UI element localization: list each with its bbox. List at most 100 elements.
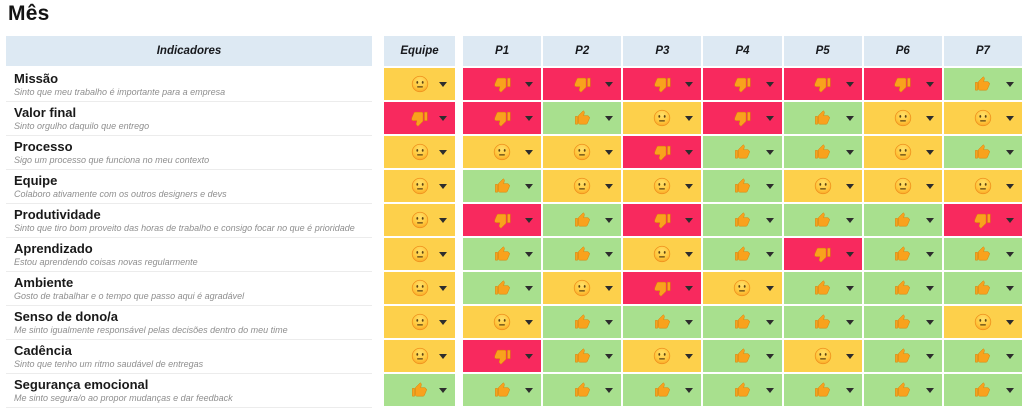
caret-down-icon[interactable] bbox=[605, 252, 614, 257]
caret-down-icon[interactable] bbox=[525, 354, 534, 359]
rating-cell-p7-row3[interactable] bbox=[943, 136, 1022, 170]
rating-cell-team-row5[interactable] bbox=[384, 204, 455, 238]
rating-cell-p5-row5[interactable] bbox=[783, 204, 862, 238]
rating-cell-p2-row5[interactable] bbox=[543, 204, 622, 238]
rating-cell-p1-row4[interactable] bbox=[463, 170, 542, 204]
rating-cell-team-row4[interactable] bbox=[384, 170, 455, 204]
caret-down-icon[interactable] bbox=[605, 388, 614, 393]
caret-down-icon[interactable] bbox=[1006, 388, 1014, 393]
caret-down-icon[interactable] bbox=[685, 388, 694, 393]
caret-down-icon[interactable] bbox=[1006, 218, 1014, 223]
caret-down-icon[interactable] bbox=[765, 150, 774, 155]
caret-down-icon[interactable] bbox=[765, 184, 774, 189]
rating-cell-p5-row1[interactable] bbox=[783, 68, 862, 102]
caret-down-icon[interactable] bbox=[925, 252, 934, 257]
rating-cell-p3-row8[interactable] bbox=[623, 306, 702, 340]
rating-cell-p4-row6[interactable] bbox=[703, 238, 782, 272]
rating-cell-p3-row4[interactable] bbox=[623, 170, 702, 204]
rating-cell-team-row7[interactable] bbox=[384, 272, 455, 306]
rating-cell-p6-row2[interactable] bbox=[863, 102, 942, 136]
caret-down-icon[interactable] bbox=[525, 82, 534, 87]
caret-down-icon[interactable] bbox=[685, 286, 694, 291]
caret-down-icon[interactable] bbox=[525, 218, 534, 223]
rating-cell-p2-row10[interactable] bbox=[543, 374, 622, 408]
caret-down-icon[interactable] bbox=[845, 82, 854, 87]
rating-cell-p3-row1[interactable] bbox=[623, 68, 702, 102]
rating-cell-p5-row9[interactable] bbox=[783, 340, 862, 374]
caret-down-icon[interactable] bbox=[845, 252, 854, 257]
rating-cell-p7-row1[interactable] bbox=[943, 68, 1022, 102]
rating-cell-team-row10[interactable] bbox=[384, 374, 455, 408]
rating-cell-p2-row3[interactable] bbox=[543, 136, 622, 170]
rating-cell-p3-row9[interactable] bbox=[623, 340, 702, 374]
caret-down-icon[interactable] bbox=[439, 116, 447, 121]
rating-cell-p1-row7[interactable] bbox=[463, 272, 542, 306]
caret-down-icon[interactable] bbox=[525, 388, 534, 393]
caret-down-icon[interactable] bbox=[1006, 320, 1014, 325]
rating-cell-p3-row6[interactable] bbox=[623, 238, 702, 272]
caret-down-icon[interactable] bbox=[525, 252, 534, 257]
caret-down-icon[interactable] bbox=[925, 150, 934, 155]
caret-down-icon[interactable] bbox=[1006, 116, 1014, 121]
rating-cell-p5-row4[interactable] bbox=[783, 170, 862, 204]
rating-cell-p6-row8[interactable] bbox=[863, 306, 942, 340]
caret-down-icon[interactable] bbox=[439, 184, 447, 189]
rating-cell-p7-row4[interactable] bbox=[943, 170, 1022, 204]
rating-cell-p2-row8[interactable] bbox=[543, 306, 622, 340]
rating-cell-p4-row9[interactable] bbox=[703, 340, 782, 374]
rating-cell-p6-row4[interactable] bbox=[863, 170, 942, 204]
caret-down-icon[interactable] bbox=[525, 286, 534, 291]
caret-down-icon[interactable] bbox=[439, 320, 447, 325]
caret-down-icon[interactable] bbox=[439, 388, 447, 393]
caret-down-icon[interactable] bbox=[925, 184, 934, 189]
caret-down-icon[interactable] bbox=[765, 286, 774, 291]
rating-cell-p5-row10[interactable] bbox=[783, 374, 862, 408]
caret-down-icon[interactable] bbox=[439, 82, 447, 87]
rating-cell-p2-row2[interactable] bbox=[543, 102, 622, 136]
caret-down-icon[interactable] bbox=[685, 354, 694, 359]
rating-cell-p7-row8[interactable] bbox=[943, 306, 1022, 340]
rating-cell-p4-row4[interactable] bbox=[703, 170, 782, 204]
rating-cell-p1-row9[interactable] bbox=[463, 340, 542, 374]
rating-cell-p5-row2[interactable] bbox=[783, 102, 862, 136]
caret-down-icon[interactable] bbox=[605, 116, 614, 121]
caret-down-icon[interactable] bbox=[925, 354, 934, 359]
rating-cell-p4-row7[interactable] bbox=[703, 272, 782, 306]
caret-down-icon[interactable] bbox=[439, 150, 447, 155]
rating-cell-p2-row4[interactable] bbox=[543, 170, 622, 204]
rating-cell-p7-row7[interactable] bbox=[943, 272, 1022, 306]
rating-cell-p1-row6[interactable] bbox=[463, 238, 542, 272]
rating-cell-p7-row5[interactable] bbox=[943, 204, 1022, 238]
caret-down-icon[interactable] bbox=[1006, 252, 1014, 257]
rating-cell-p3-row5[interactable] bbox=[623, 204, 702, 238]
rating-cell-p1-row3[interactable] bbox=[463, 136, 542, 170]
caret-down-icon[interactable] bbox=[685, 82, 694, 87]
caret-down-icon[interactable] bbox=[845, 388, 854, 393]
caret-down-icon[interactable] bbox=[685, 320, 694, 325]
caret-down-icon[interactable] bbox=[765, 320, 774, 325]
rating-cell-p6-row1[interactable] bbox=[863, 68, 942, 102]
rating-cell-p3-row10[interactable] bbox=[623, 374, 702, 408]
caret-down-icon[interactable] bbox=[765, 116, 774, 121]
rating-cell-p3-row2[interactable] bbox=[623, 102, 702, 136]
caret-down-icon[interactable] bbox=[605, 320, 614, 325]
caret-down-icon[interactable] bbox=[1006, 184, 1014, 189]
caret-down-icon[interactable] bbox=[525, 150, 534, 155]
caret-down-icon[interactable] bbox=[439, 252, 447, 257]
caret-down-icon[interactable] bbox=[605, 82, 614, 87]
rating-cell-team-row2[interactable] bbox=[384, 102, 455, 136]
caret-down-icon[interactable] bbox=[1006, 150, 1014, 155]
caret-down-icon[interactable] bbox=[439, 354, 447, 359]
caret-down-icon[interactable] bbox=[765, 354, 774, 359]
rating-cell-p6-row7[interactable] bbox=[863, 272, 942, 306]
rating-cell-p3-row3[interactable] bbox=[623, 136, 702, 170]
caret-down-icon[interactable] bbox=[685, 252, 694, 257]
rating-cell-team-row3[interactable] bbox=[384, 136, 455, 170]
caret-down-icon[interactable] bbox=[605, 354, 614, 359]
caret-down-icon[interactable] bbox=[525, 116, 534, 121]
caret-down-icon[interactable] bbox=[685, 218, 694, 223]
rating-cell-p1-row1[interactable] bbox=[463, 68, 542, 102]
caret-down-icon[interactable] bbox=[605, 286, 614, 291]
rating-cell-p7-row10[interactable] bbox=[943, 374, 1022, 408]
caret-down-icon[interactable] bbox=[925, 388, 934, 393]
